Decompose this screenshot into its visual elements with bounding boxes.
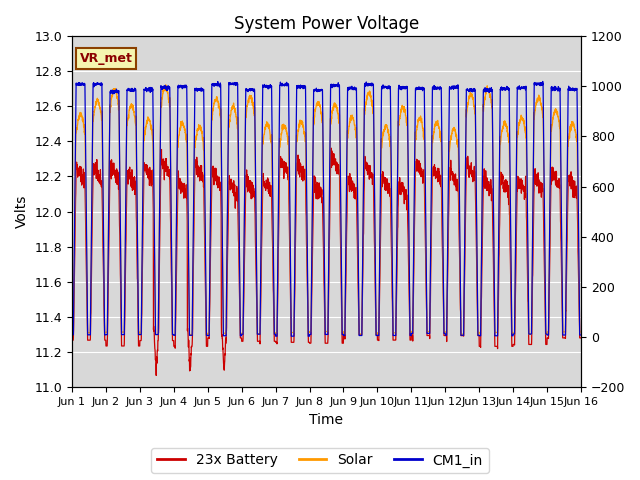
Legend: 23x Battery, Solar, CM1_in: 23x Battery, Solar, CM1_in [152,448,488,473]
Title: System Power Voltage: System Power Voltage [234,15,419,33]
Y-axis label: Volts: Volts [15,195,29,228]
Text: VR_met: VR_met [79,52,132,65]
X-axis label: Time: Time [310,413,344,427]
